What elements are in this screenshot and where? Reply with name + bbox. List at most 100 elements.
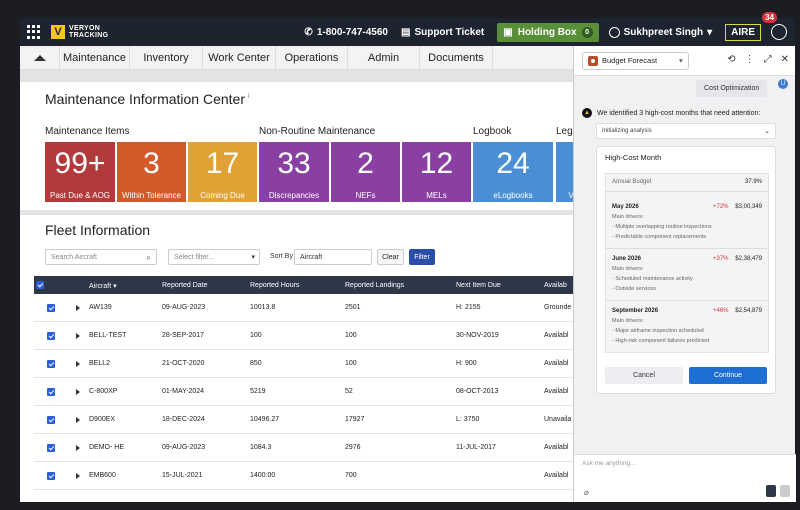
cell-aircraft: D900EX <box>89 416 116 423</box>
col-aircraft[interactable]: Aircraft ▾ <box>89 283 117 290</box>
row-checkbox[interactable] <box>47 388 55 396</box>
continue-button[interactable]: Continue <box>689 367 767 384</box>
driver-item: - Predictable component replacements <box>612 234 707 240</box>
cell-availability: Availabl <box>544 472 569 479</box>
send-icon[interactable] <box>780 485 790 497</box>
home-tab[interactable] <box>20 46 60 69</box>
tab-maintenance[interactable]: Maintenance <box>60 46 130 69</box>
row-checkbox[interactable] <box>47 332 55 340</box>
tile-label: MELs <box>426 191 447 200</box>
tab-admin[interactable]: Admin <box>348 46 420 69</box>
table-row[interactable]: BELL-TEST 28-SEP-2017 100 100 30-NOV-2019 Ava… <box>34 322 573 350</box>
aire-button[interactable]: AIRE <box>725 23 761 41</box>
close-icon[interactable]: ✕ <box>780 54 789 65</box>
tile-elogbooks[interactable]: 24 eLogbooks <box>473 142 553 202</box>
col-next-item-due[interactable]: Next Item Due <box>456 282 501 289</box>
annual-budget-label: Annual Budget <box>612 179 652 185</box>
row-checkbox[interactable] <box>47 304 55 312</box>
row-checkbox[interactable] <box>47 360 55 368</box>
expand-caret-icon[interactable] <box>76 389 80 395</box>
more-icon[interactable]: ⋮ <box>744 54 755 65</box>
cell-reported-hours: 10496.27 <box>250 416 280 423</box>
table-row[interactable]: DEMO- HE 09-AUG-2023 1084.3 2976 11-JUL-2017… <box>34 434 573 462</box>
table-row[interactable]: EMB600 15-JUL-2021 1400:00 700 Availabl <box>34 462 573 490</box>
cell-reported-hours: 850 <box>250 360 262 367</box>
cell-availability: Availabl <box>544 332 569 339</box>
table-row[interactable]: AW139 09-AUG-2023 10013.8 2501 H: 2155 Ground… <box>34 294 573 322</box>
month-percent: +46% <box>713 308 729 314</box>
driver-item: - Major airframe inspection scheduled <box>612 328 704 334</box>
chevron-down-icon: ▾ <box>707 26 713 38</box>
mic-icon[interactable] <box>766 485 776 497</box>
cancel-button[interactable]: Cancel <box>605 367 683 384</box>
search-aircraft-input[interactable]: Search Aircraft ⌕ <box>45 249 157 265</box>
user-menu[interactable]: Sukhpreet Singh ▾ <box>608 26 713 38</box>
support-ticket-link[interactable]: ▤ Support Ticket <box>400 26 485 38</box>
analysis-dropdown[interactable]: Initializing analysis ⌄ <box>596 123 776 139</box>
cell-reported-hours: 1400:00 <box>250 472 276 479</box>
cost-optimization-chip[interactable]: Cost Optimization <box>696 80 768 97</box>
table-row[interactable]: C-800XP 01-MAY-2024 5219 52 08-OCT-2013 Avail… <box>34 378 573 406</box>
expand-icon[interactable]: ⤢ <box>763 54 772 65</box>
budget-forecast-dropdown[interactable]: Budget Forecast ▾ <box>582 51 689 70</box>
col-reported-date[interactable]: Reported Date <box>162 282 208 289</box>
row-checkbox[interactable] <box>47 472 55 480</box>
paperclip-icon[interactable]: ⌀ <box>584 488 589 497</box>
tile-within-tolerance[interactable]: 3 Within Tolerance <box>117 142 186 202</box>
sort-by-field[interactable]: Aircraft <box>294 249 372 265</box>
cell-aircraft: EMB600 <box>89 472 116 479</box>
month-name: September 2026 <box>612 308 659 314</box>
tab-documents[interactable]: Documents <box>420 46 493 69</box>
logo[interactable]: V VERYON TRACKING <box>51 25 108 39</box>
cell-reported-date: 09-AUG-2023 <box>162 304 206 311</box>
expand-caret-icon[interactable] <box>76 417 80 423</box>
chat-input[interactable]: Ask me anything... <box>582 460 636 467</box>
user-icon <box>608 26 620 38</box>
tile-past-due[interactable]: 99+ Past Due & AOG <box>45 142 115 202</box>
tile-discrepancies[interactable]: 33 Discrepancies <box>259 142 329 202</box>
tile-mels[interactable]: 12 MELs <box>402 142 471 202</box>
cell-reported-landings: 2976 <box>345 444 361 451</box>
expand-caret-icon[interactable] <box>76 305 80 311</box>
month-name: June 2026 <box>612 256 642 262</box>
tile-nefs[interactable]: 2 NEFs <box>331 142 400 202</box>
expand-caret-icon[interactable] <box>76 333 80 339</box>
tab-work-center[interactable]: Work Center <box>203 46 276 69</box>
tile-legacy[interactable]: V <box>556 142 573 202</box>
fleet-title: Fleet Information <box>45 222 151 238</box>
col-reported-landings[interactable]: Reported Landings <box>345 282 405 289</box>
tile-label: Discrepancies <box>268 191 320 200</box>
expand-caret-icon[interactable] <box>76 445 80 451</box>
chevron-down-icon: ▾ <box>251 254 255 261</box>
bell-icon[interactable] <box>771 24 787 40</box>
table-row[interactable]: BELL2 21-OCT-2020 850 100 H: 900 Availabl <box>34 350 573 378</box>
col-reported-hours[interactable]: Reported Hours <box>250 282 300 289</box>
share-icon[interactable]: ⟲ <box>727 54 736 65</box>
cell-availability: Availabl <box>544 360 569 367</box>
annual-budget-value: 37.9% <box>744 179 762 185</box>
cell-reported-landings: 100 <box>345 360 357 367</box>
expand-caret-icon[interactable] <box>76 361 80 367</box>
row-checkbox[interactable] <box>47 416 55 424</box>
col-availability[interactable]: Availab <box>544 282 567 289</box>
phone-link[interactable]: ✆ 1-800-747-4560 <box>304 26 388 38</box>
tile-label: eLogbooks <box>493 191 533 200</box>
tile-coming-due[interactable]: 17 Coming Due <box>188 142 257 202</box>
tab-inventory[interactable]: Inventory <box>130 46 203 69</box>
clear-button[interactable]: Clear <box>377 249 404 265</box>
filter-button[interactable]: Filter <box>409 249 435 265</box>
row-checkbox[interactable] <box>47 444 55 452</box>
holding-box-button[interactable]: ▣ Holding Box 0 <box>497 22 599 42</box>
search-icon: ⌕ <box>145 251 151 262</box>
filter-select[interactable]: Select filter... ▾ <box>168 249 260 265</box>
section-logbook: Logbook <box>473 126 512 137</box>
expand-caret-icon[interactable] <box>76 473 80 479</box>
tab-operations[interactable]: Operations <box>276 46 348 69</box>
info-icon[interactable]: i <box>248 93 250 101</box>
table-row[interactable]: D900EX 18-DEC-2024 10496.27 17927 L: 3750 Una… <box>34 406 573 434</box>
apps-grid-icon[interactable] <box>27 25 41 39</box>
driver-item: - High-risk component failures predicted <box>612 338 710 344</box>
ai-message: ▲ We identified 3 high-cost months that … <box>582 108 760 118</box>
select-all-checkbox[interactable] <box>36 281 44 289</box>
cell-next-item-due: H: 2155 <box>456 304 481 311</box>
